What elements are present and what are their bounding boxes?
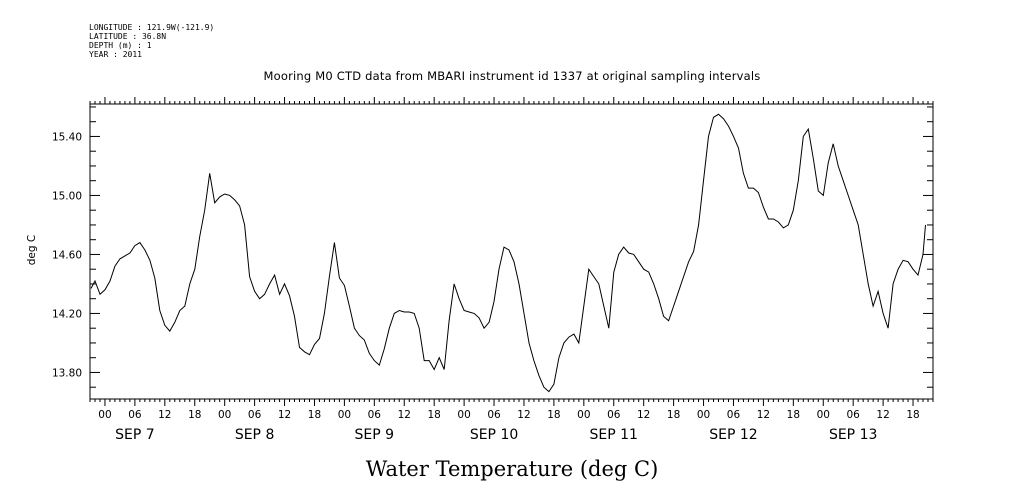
x-tick-label: 00 — [338, 409, 351, 421]
x-day-label: SEP 13 — [829, 427, 877, 443]
x-tick-label: 00 — [218, 409, 231, 421]
x-tick-label: 12 — [517, 409, 530, 421]
x-tick-label: 00 — [98, 409, 111, 421]
chart-title: Mooring M0 CTD data from MBARI instrumen… — [264, 69, 761, 83]
y-tick-label: 14.20 — [52, 308, 82, 320]
x-tick-label: 06 — [368, 409, 382, 421]
x-tick-label: 06 — [128, 409, 142, 421]
x-tick-label: 12 — [637, 409, 650, 421]
y-axis-label: deg C — [26, 235, 38, 265]
x-tick-label: 00 — [577, 409, 590, 421]
x-tick-label: 06 — [727, 409, 741, 421]
plot-frame — [89, 103, 934, 400]
x-tick-label: 06 — [487, 409, 501, 421]
x-tick-label: 00 — [817, 409, 830, 421]
x-tick-label: 12 — [757, 409, 770, 421]
x-tick-label: 18 — [188, 409, 201, 421]
x-tick-label: 12 — [158, 409, 171, 421]
x-axis-label: Water Temperature (deg C) — [366, 457, 659, 481]
series-layer — [90, 113, 926, 393]
y-tick-label: 14.60 — [52, 249, 82, 261]
x-day-label: SEP 12 — [709, 427, 757, 443]
x-tick-label: 18 — [667, 409, 680, 421]
x-tick-label: 12 — [876, 409, 889, 421]
x-tick-label: 06 — [847, 409, 861, 421]
y-axis: 13.80 14.20 14.60 15.00 15.40 — [52, 106, 933, 388]
y-tick-label: 13.80 — [52, 367, 82, 379]
x-tick-label: 18 — [906, 409, 919, 421]
x-tick-label: 18 — [547, 409, 560, 421]
header-longitude: LONGITUDE : 121.9W(-121.9) — [89, 23, 214, 32]
x-tick-label: 12 — [278, 409, 291, 421]
x-day-label: SEP 7 — [115, 427, 155, 443]
x-day-label: SEP 10 — [470, 427, 518, 443]
x-tick-label: 18 — [427, 409, 440, 421]
x-tick-label: 12 — [398, 409, 411, 421]
x-tick-label: 18 — [787, 409, 800, 421]
x-tick-label: 06 — [248, 409, 262, 421]
y-tick-label: 15.00 — [52, 190, 82, 202]
header-year: YEAR : 2011 — [89, 50, 142, 59]
y-tick-label: 15.40 — [52, 131, 82, 143]
x-axis: 00 06 12 18 00 06 12 18 00 06 12 18 00 06 12 18 00 06 12 18… — [89, 97, 934, 443]
x-tick-label: 06 — [607, 409, 621, 421]
header-latitude: LATITUDE : 36.8N — [89, 32, 166, 41]
x-day-label: SEP 9 — [355, 427, 395, 443]
series-line-0 — [90, 113, 926, 393]
header-depth: DEPTH (m) : 1 — [89, 41, 152, 50]
x-day-label: SEP 8 — [235, 427, 275, 443]
x-tick-label: 00 — [457, 409, 470, 421]
x-day-label: SEP 11 — [590, 427, 638, 443]
x-tick-label: 18 — [308, 409, 321, 421]
x-tick-label: 00 — [697, 409, 710, 421]
